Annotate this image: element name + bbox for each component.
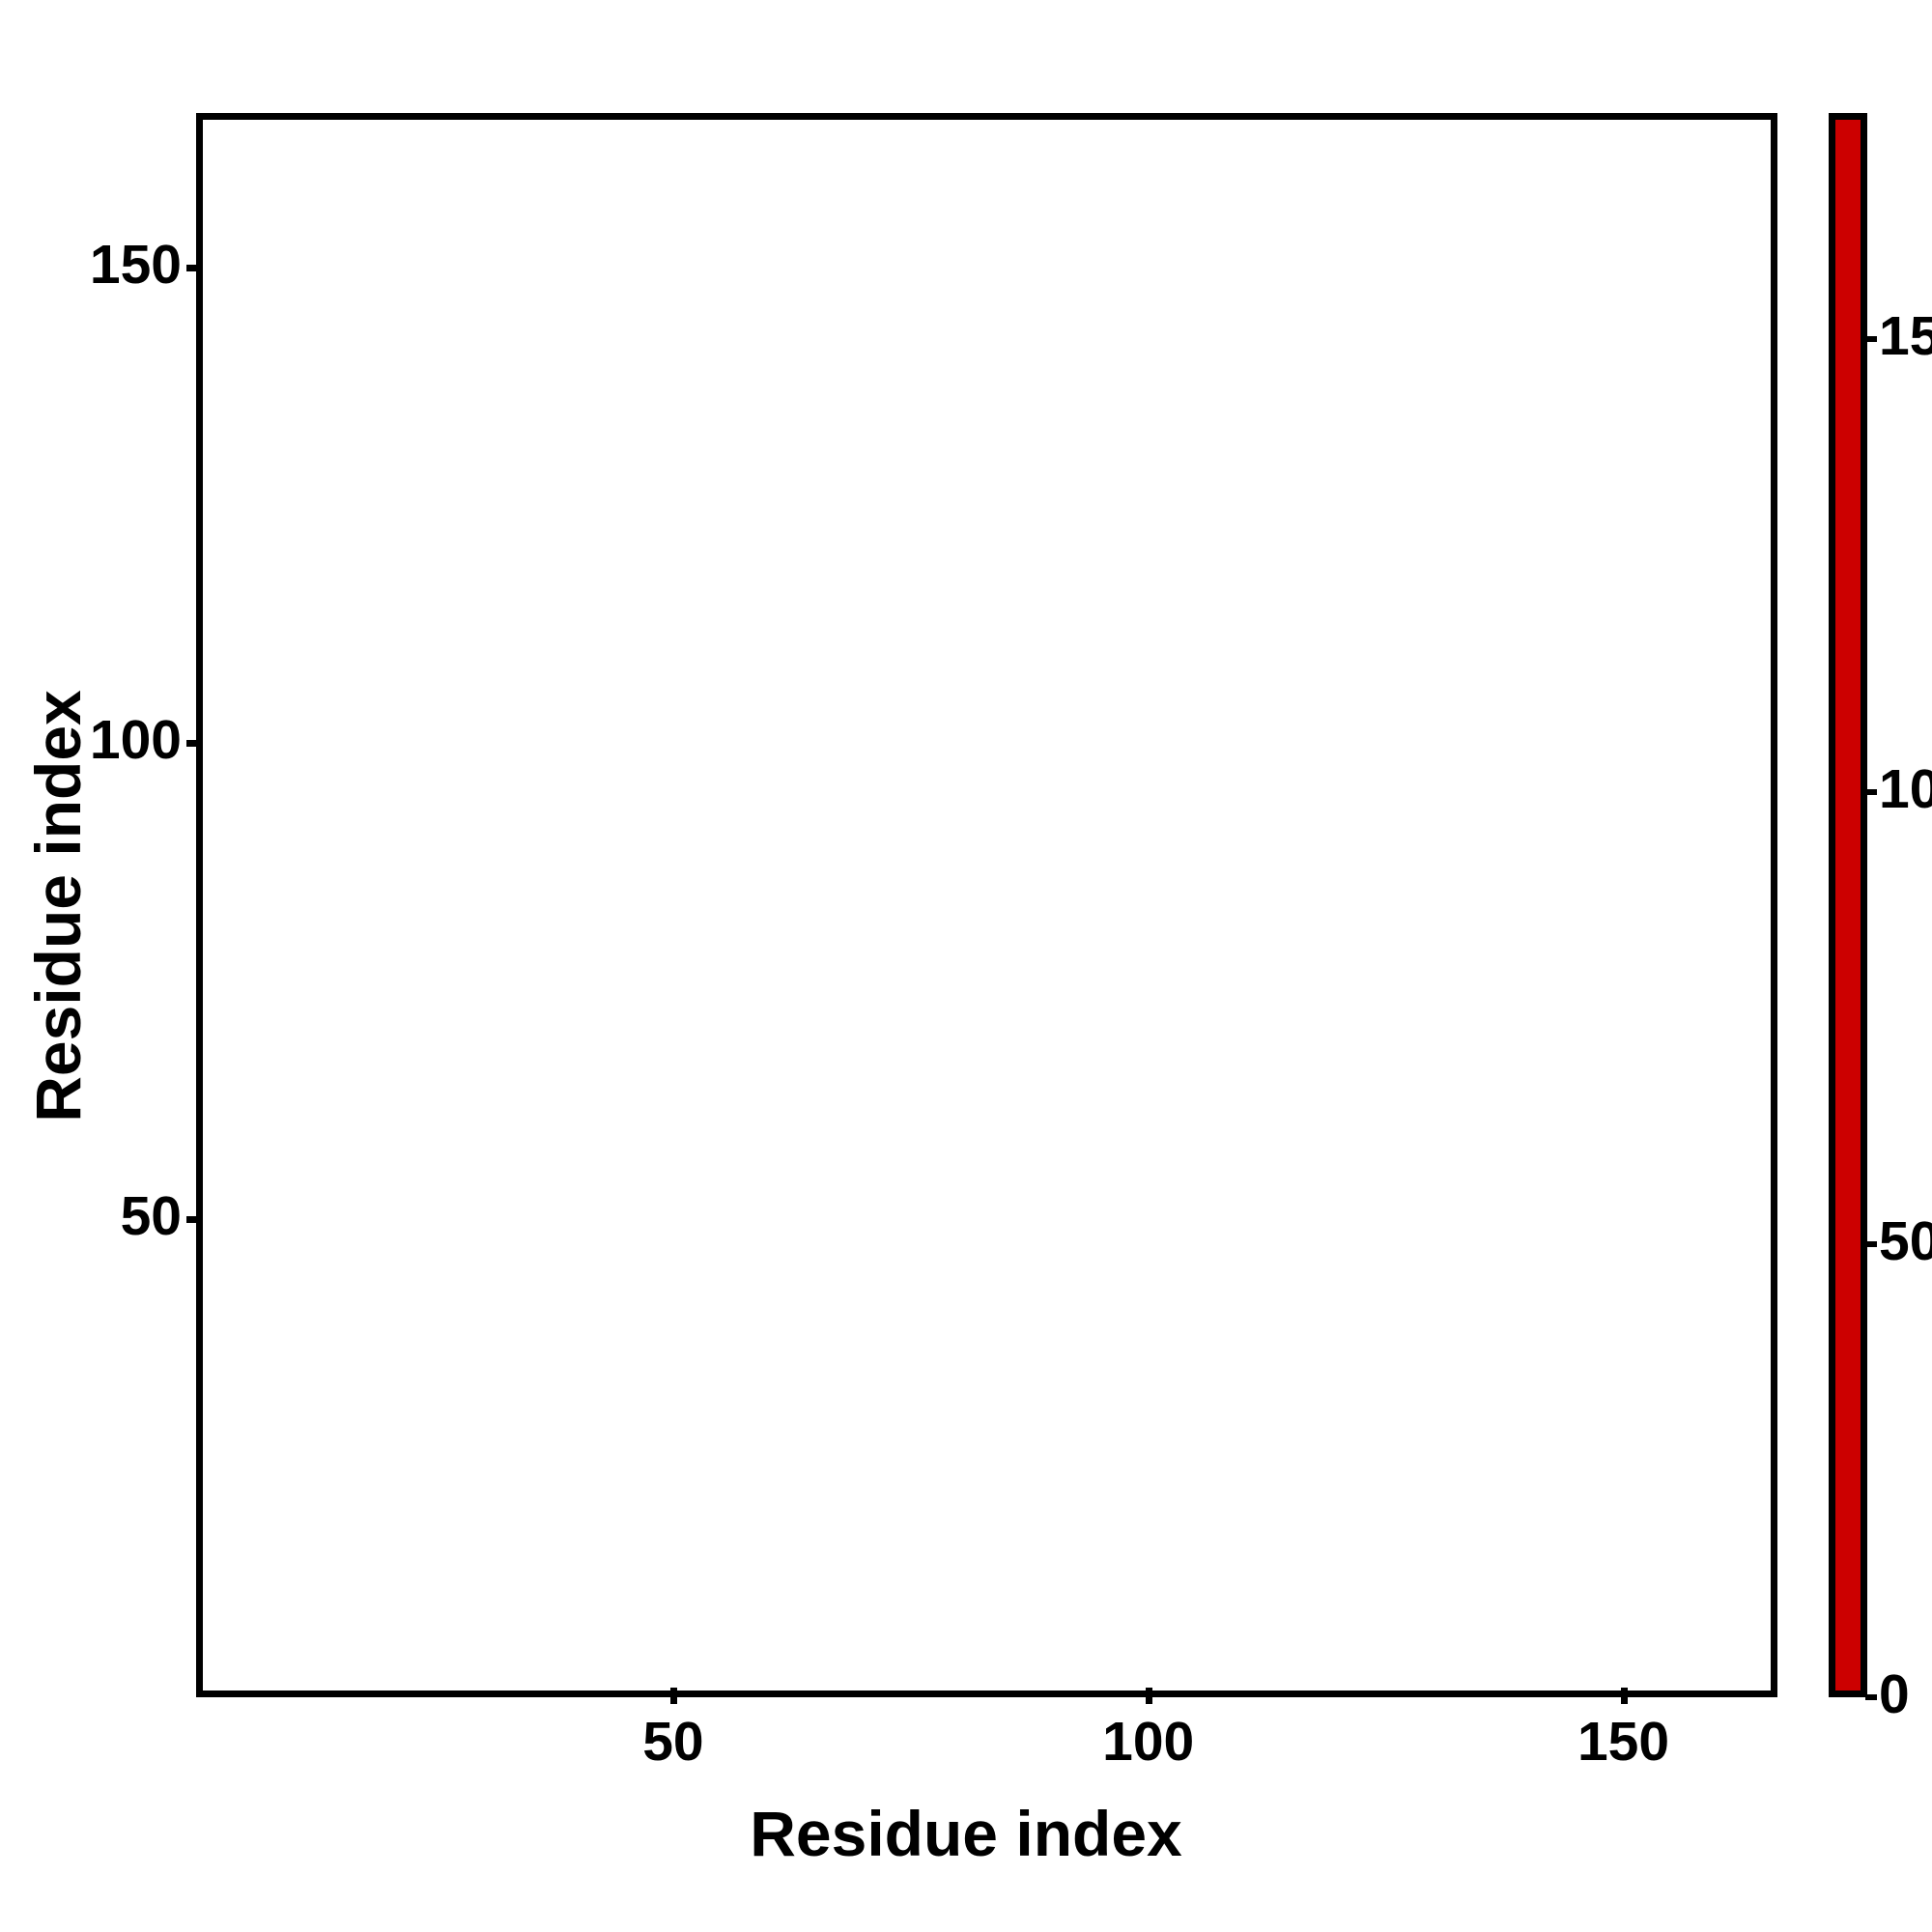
y-tick-label: 150 bbox=[89, 233, 182, 296]
x-axis-label: Residue index bbox=[750, 1798, 1182, 1869]
colorbar-tick-mark bbox=[1865, 788, 1877, 795]
colorbar-tick-label: 0 bbox=[1879, 1663, 1910, 1725]
contact-map-plot bbox=[196, 113, 1777, 1697]
y-axis-label: Residue index bbox=[22, 690, 94, 1122]
y-tick-mark bbox=[186, 1216, 203, 1224]
x-tick-mark bbox=[669, 1688, 677, 1704]
contact-map-heatmap bbox=[203, 120, 1771, 1690]
x-tick-mark bbox=[1145, 1688, 1152, 1704]
x-tick-label: 150 bbox=[1577, 1711, 1670, 1773]
colorbar-gradient bbox=[1835, 120, 1861, 1690]
colorbar-tick-label: 100 bbox=[1879, 757, 1932, 820]
x-tick-label: 100 bbox=[1102, 1711, 1195, 1773]
colorbar-tick-mark bbox=[1865, 336, 1877, 343]
colorbar-tick-mark bbox=[1865, 1694, 1877, 1700]
colorbar-tick-label: 50 bbox=[1879, 1210, 1932, 1273]
y-tick-mark bbox=[186, 264, 203, 271]
colorbar bbox=[1829, 113, 1867, 1697]
x-tick-label: 50 bbox=[642, 1711, 704, 1773]
y-axis-label-wrapper: Residue index bbox=[0, 690, 444, 1122]
colorbar-tick-mark bbox=[1865, 1241, 1877, 1248]
y-tick-mark bbox=[186, 740, 203, 748]
x-tick-mark bbox=[1620, 1688, 1628, 1704]
y-tick-label: 50 bbox=[120, 1185, 182, 1248]
colorbar-tick-label: 150 bbox=[1879, 305, 1932, 368]
y-tick-label: 100 bbox=[89, 709, 182, 772]
